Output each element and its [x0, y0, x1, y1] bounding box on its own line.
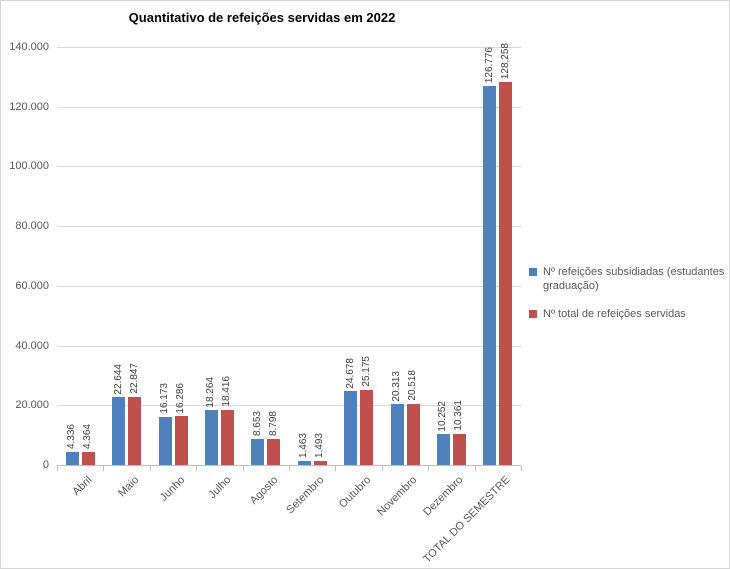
bar-value-label: 10.252: [437, 400, 449, 432]
bar-subsidized: [112, 397, 126, 465]
x-category-label: Abril: [70, 474, 95, 499]
gridline: [57, 345, 521, 347]
y-tick-label: 80.000: [15, 220, 49, 233]
bar-subsidized: [251, 439, 265, 465]
gridline: [57, 226, 521, 228]
x-axis-tick: [428, 466, 429, 471]
legend-marker-0: [529, 268, 537, 276]
bar-subsidized: [158, 416, 172, 465]
bar-value-label: 10.361: [453, 400, 465, 432]
bar-value-label: 4.336: [66, 424, 78, 450]
bar-value-label: 1.493: [314, 432, 326, 458]
bar-value-label: 18.416: [221, 376, 233, 408]
bar-value-label: 22.847: [128, 363, 140, 394]
bar-total: [360, 389, 374, 465]
bar-subsidized: [390, 404, 404, 465]
bar-subsidized: [65, 452, 79, 465]
bar-subsidized: [204, 410, 218, 465]
gridline: [57, 47, 521, 48]
bar-total: [267, 438, 281, 465]
x-axis-tick: [475, 466, 476, 471]
gridline: [57, 106, 521, 108]
x-axis-tick: [382, 466, 383, 471]
gridline: [57, 285, 521, 287]
bar-value-label: 4.364: [82, 423, 94, 449]
x-axis-tick: [289, 466, 290, 471]
bar-total: [128, 396, 142, 465]
bar-value-label: 8.653: [251, 411, 263, 437]
y-tick-label: 120.000: [9, 100, 49, 113]
bar-value-label: 22.644: [112, 363, 124, 395]
legend-marker-1: [529, 309, 537, 318]
bar-total: [174, 416, 188, 465]
legend-label-0: Nº refeições subsidiadas (estudantes gra…: [543, 266, 725, 293]
bar-total: [452, 434, 466, 465]
bar-total: [220, 410, 234, 465]
bar-value-label: 25.175: [360, 356, 372, 387]
y-tick-label: 60.000: [15, 279, 49, 292]
bar-value-label: 126.776: [483, 47, 495, 84]
bar-value-label: 16.286: [175, 382, 186, 414]
y-tick-label: 40.000: [15, 339, 49, 352]
legend-label-1: Nº total de refeições servidas: [543, 307, 686, 320]
gridline: [57, 166, 521, 168]
bar-value-label: 1.463: [298, 432, 310, 458]
bar-total: [313, 460, 327, 465]
y-tick-label: 20.000: [15, 399, 49, 412]
legend-item-subsidized: Nº refeições subsidiadas (estudantes gra…: [529, 265, 727, 294]
chart-title: Quantitativo de refeições servidas em 20…: [128, 10, 396, 25]
bar-value-label: 18.264: [205, 376, 217, 408]
gridline: [57, 405, 521, 407]
bar-value-label: 20.518: [407, 370, 418, 401]
x-axis-tick: [335, 466, 336, 471]
x-axis-tick: [103, 466, 104, 471]
bar-value-label: 128.258: [499, 42, 511, 80]
bar-total: [81, 451, 95, 465]
bar-subsidized: [344, 391, 358, 465]
bar-subsidized: [297, 460, 311, 465]
legend: Nº refeições subsidiadas (estudantes gra…: [529, 265, 727, 334]
bar-value-label: 20.313: [391, 370, 402, 402]
y-tick-label: 0: [42, 459, 49, 471]
x-axis-tick: [196, 466, 197, 471]
bar-value-label: 8.798: [267, 410, 279, 436]
x-axis-tick: [150, 466, 151, 471]
legend-item-total: Nº total de refeições servidas: [529, 307, 727, 321]
plot-area: 4.336 4.364 22.644 22.847 16.173 16.286 18.264…: [57, 43, 521, 466]
bar-value-label: 24.678: [344, 357, 356, 389]
bar-total: [406, 403, 420, 465]
y-tick-label: 100.000: [9, 160, 49, 173]
x-axis-tick: [57, 466, 58, 471]
bar-subsidized: [483, 86, 497, 465]
y-tick-label: 140.000: [9, 41, 49, 53]
bar-subsidized: [436, 434, 450, 465]
x-axis-tick: [243, 466, 244, 471]
bar-total: [499, 82, 513, 465]
x-axis-tick: [521, 466, 522, 471]
bar-value-label: 16.173: [159, 383, 170, 414]
